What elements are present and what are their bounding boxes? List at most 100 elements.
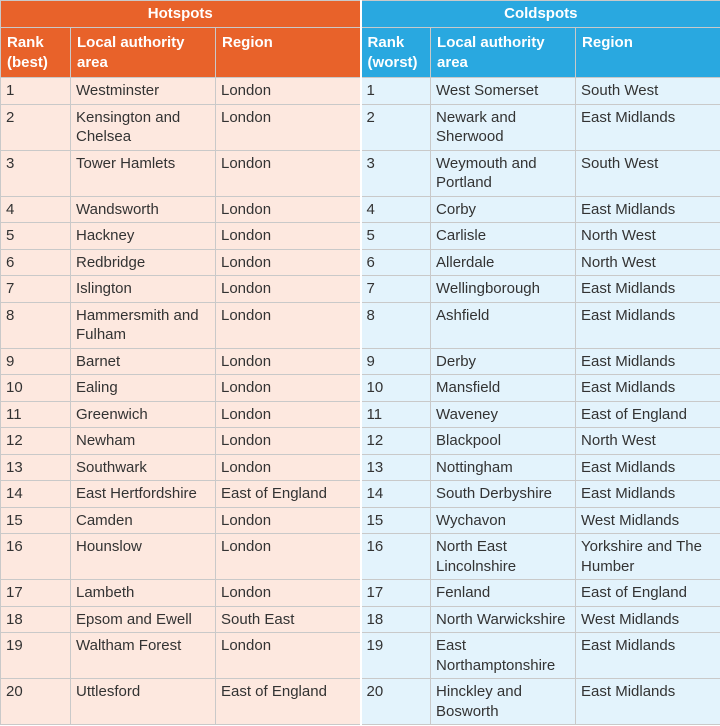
hot-rank-cell: 15 bbox=[0, 506, 71, 534]
cold-rank-cell: 19 bbox=[360, 632, 432, 679]
table-row: 9 Barnet London 9 Derby East Midlands bbox=[0, 347, 720, 375]
cold-rank-cell: 15 bbox=[360, 506, 432, 534]
cold-area-cell: Blackpool bbox=[430, 427, 577, 455]
cold-area-cell: Weymouth and Portland bbox=[430, 149, 577, 197]
table-row: 19 Waltham Forest London 19 East Northampton… bbox=[0, 632, 720, 679]
hot-rank-cell: 12 bbox=[0, 427, 71, 455]
hot-region-cell: London bbox=[214, 222, 362, 250]
cold-rank-cell: 14 bbox=[360, 480, 432, 508]
cold-region-cell: East Midlands bbox=[575, 347, 720, 375]
hot-rank-cell: 20 bbox=[0, 678, 71, 725]
hot-region-cell: London bbox=[214, 149, 362, 197]
hot-rank-cell: 9 bbox=[0, 347, 71, 375]
hot-rank-header: Rank (best) bbox=[0, 27, 71, 78]
hot-rank-cell: 10 bbox=[0, 374, 71, 402]
cold-region-cell: East Midlands bbox=[575, 453, 720, 481]
cold-region-cell: East Midlands bbox=[575, 103, 720, 151]
cold-region-cell: East of England bbox=[575, 579, 720, 607]
hot-rank-cell: 6 bbox=[0, 248, 71, 276]
cold-rank-cell: 10 bbox=[360, 374, 432, 402]
cold-rank-cell: 6 bbox=[360, 248, 432, 276]
cold-rank-cell: 4 bbox=[360, 195, 432, 223]
cold-region-cell: East Midlands bbox=[575, 632, 720, 679]
cold-rank-cell: 16 bbox=[360, 533, 432, 580]
hot-area-cell: Waltham Forest bbox=[70, 632, 216, 679]
cold-area-cell: Derby bbox=[430, 347, 577, 375]
cold-area-cell: Mansfield bbox=[430, 374, 577, 402]
table-row: 10 Ealing London 10 Mansfield East Midlands bbox=[0, 374, 720, 402]
hot-region-cell: London bbox=[214, 427, 362, 455]
hot-region-cell: London bbox=[214, 453, 362, 481]
hot-rank-cell: 7 bbox=[0, 275, 71, 303]
hot-rank-cell: 11 bbox=[0, 400, 71, 428]
cold-area-cell: North East Lincolnshire bbox=[430, 533, 577, 580]
hot-rank-cell: 13 bbox=[0, 453, 71, 481]
hot-region-header: Region bbox=[214, 27, 362, 78]
hot-region-cell: London bbox=[214, 400, 362, 428]
hot-area-cell: Southwark bbox=[70, 453, 216, 481]
cold-rank-cell: 11 bbox=[360, 400, 432, 428]
cold-area-cell: Ashfield bbox=[430, 301, 577, 349]
table-row: 3 Tower Hamlets London 3 Weymouth and Portla… bbox=[0, 149, 720, 197]
cold-region-cell: East Midlands bbox=[575, 374, 720, 402]
cold-rank-cell: 7 bbox=[360, 275, 432, 303]
cold-rank-header: Rank (worst) bbox=[360, 27, 432, 78]
cold-region-cell: South West bbox=[575, 77, 720, 105]
hot-rank-cell: 4 bbox=[0, 195, 71, 223]
cold-region-cell: West Midlands bbox=[575, 506, 720, 534]
cold-region-cell: North West bbox=[575, 427, 720, 455]
hot-area-cell: Uttlesford bbox=[70, 678, 216, 725]
cold-area-cell: Carlisle bbox=[430, 222, 577, 250]
cold-rank-cell: 3 bbox=[360, 149, 432, 197]
hot-area-cell: Tower Hamlets bbox=[70, 149, 216, 197]
hot-region-cell: London bbox=[214, 301, 362, 349]
cold-region-cell: West Midlands bbox=[575, 605, 720, 633]
hot-region-cell: London bbox=[214, 103, 362, 151]
hot-area-cell: Greenwich bbox=[70, 400, 216, 428]
cold-region-cell: South West bbox=[575, 149, 720, 197]
cold-area-cell: East Northamptonshire bbox=[430, 632, 577, 679]
table-row: 4 Wandsworth London 4 Corby East Midlands bbox=[0, 195, 720, 223]
table-row: 1 Westminster London 1 West Somerset South We… bbox=[0, 77, 720, 105]
hot-area-cell: Lambeth bbox=[70, 579, 216, 607]
table-row: 5 Hackney London 5 Carlisle North West bbox=[0, 222, 720, 250]
cold-area-cell: Fenland bbox=[430, 579, 577, 607]
hot-region-cell: London bbox=[214, 248, 362, 276]
cold-area-cell: Corby bbox=[430, 195, 577, 223]
table-row: 16 Hounslow London 16 North East Lincolnshir… bbox=[0, 533, 720, 580]
hot-region-cell: London bbox=[214, 506, 362, 534]
table-row: 7 Islington London 7 Wellingborough East Midl… bbox=[0, 275, 720, 303]
cold-region-cell: East Midlands bbox=[575, 301, 720, 349]
cold-area-cell: Wellingborough bbox=[430, 275, 577, 303]
coldspots-group-header: Coldspots bbox=[360, 0, 720, 28]
hot-region-cell: London bbox=[214, 77, 362, 105]
cold-rank-cell: 17 bbox=[360, 579, 432, 607]
cold-rank-cell: 18 bbox=[360, 605, 432, 633]
cold-rank-cell: 12 bbox=[360, 427, 432, 455]
table-row: 13 Southwark London 13 Nottingham East Midlan… bbox=[0, 453, 720, 481]
hot-region-cell: East of England bbox=[214, 480, 362, 508]
cold-rank-cell: 1 bbox=[360, 77, 432, 105]
cold-area-cell: Nottingham bbox=[430, 453, 577, 481]
hot-rank-cell: 16 bbox=[0, 533, 71, 580]
hot-area-cell: East Hertfordshire bbox=[70, 480, 216, 508]
hot-area-cell: Wandsworth bbox=[70, 195, 216, 223]
cold-area-cell: Allerdale bbox=[430, 248, 577, 276]
cold-region-header: Region bbox=[575, 27, 720, 78]
table-row: 20 Uttlesford East of England 20 Hinckley an… bbox=[0, 678, 720, 725]
hotspots-group-header: Hotspots bbox=[0, 0, 362, 28]
hot-region-cell: East of England bbox=[214, 678, 362, 725]
cold-region-cell: Yorkshire and The Humber bbox=[575, 533, 720, 580]
hot-area-cell: Barnet bbox=[70, 347, 216, 375]
cold-area-cell: West Somerset bbox=[430, 77, 577, 105]
hot-area-cell: Hackney bbox=[70, 222, 216, 250]
cold-region-cell: East Midlands bbox=[575, 195, 720, 223]
hot-area-header: Local authority area bbox=[70, 27, 216, 78]
cold-region-cell: East Midlands bbox=[575, 678, 720, 725]
cold-area-cell: Hinckley and Bosworth bbox=[430, 678, 577, 725]
cold-region-cell: East of England bbox=[575, 400, 720, 428]
table-row: 17 Lambeth London 17 Fenland East of England bbox=[0, 579, 720, 607]
cold-area-cell: Wychavon bbox=[430, 506, 577, 534]
hot-rank-cell: 2 bbox=[0, 103, 71, 151]
